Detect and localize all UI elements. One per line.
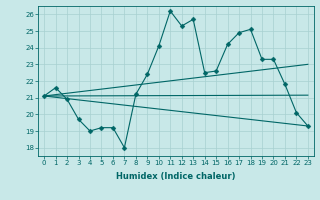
X-axis label: Humidex (Indice chaleur): Humidex (Indice chaleur): [116, 172, 236, 181]
